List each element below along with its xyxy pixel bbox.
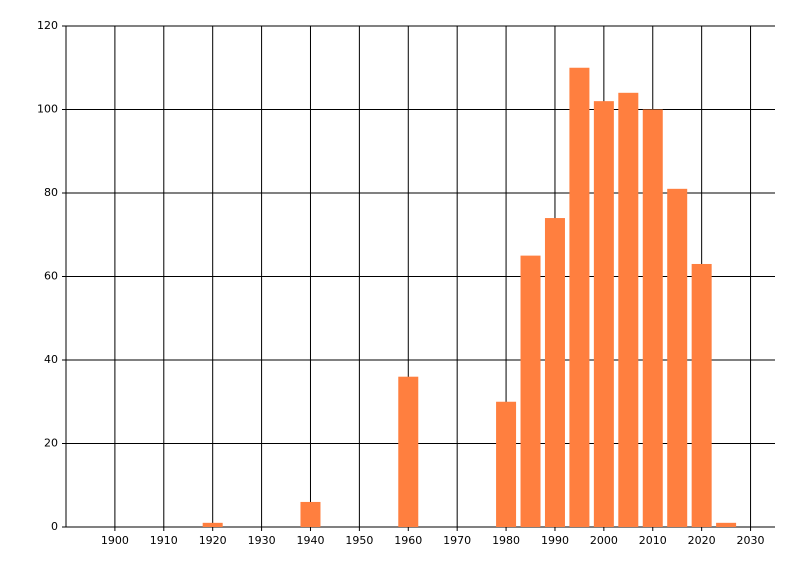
bar — [520, 255, 541, 527]
x-tick-label: 1940 — [296, 534, 324, 547]
bar — [496, 401, 517, 527]
x-tick-label: 2020 — [688, 534, 716, 547]
x-tick-label: 2010 — [639, 534, 667, 547]
y-tick-label: 40 — [44, 353, 58, 366]
x-tick-label: 1930 — [248, 534, 276, 547]
x-tick-label: 1990 — [541, 534, 569, 547]
x-tick-label: 1960 — [394, 534, 422, 547]
x-tick-label: 2030 — [737, 534, 765, 547]
x-tick-label: 1970 — [443, 534, 471, 547]
bar — [544, 218, 565, 528]
bar — [716, 522, 737, 527]
y-tick-label: 60 — [44, 270, 58, 283]
x-tick-label: 1920 — [199, 534, 227, 547]
bar — [300, 501, 321, 527]
x-tick-label: 1980 — [492, 534, 520, 547]
y-tick-label: 0 — [51, 520, 58, 533]
bar — [667, 188, 688, 527]
bar — [202, 522, 223, 527]
x-tick-label: 1900 — [101, 534, 129, 547]
y-tick-label: 100 — [37, 103, 58, 116]
bar — [642, 109, 663, 527]
y-tick-label: 20 — [44, 437, 58, 450]
bar — [569, 67, 590, 527]
x-tick-label: 1910 — [150, 534, 178, 547]
y-tick-label: 120 — [37, 19, 58, 32]
bar — [618, 92, 639, 528]
x-tick-label: 1950 — [345, 534, 373, 547]
y-tick-label: 80 — [44, 186, 58, 199]
bar — [593, 101, 614, 528]
bar — [691, 263, 712, 527]
x-tick-label: 2000 — [590, 534, 618, 547]
bar — [398, 376, 419, 527]
